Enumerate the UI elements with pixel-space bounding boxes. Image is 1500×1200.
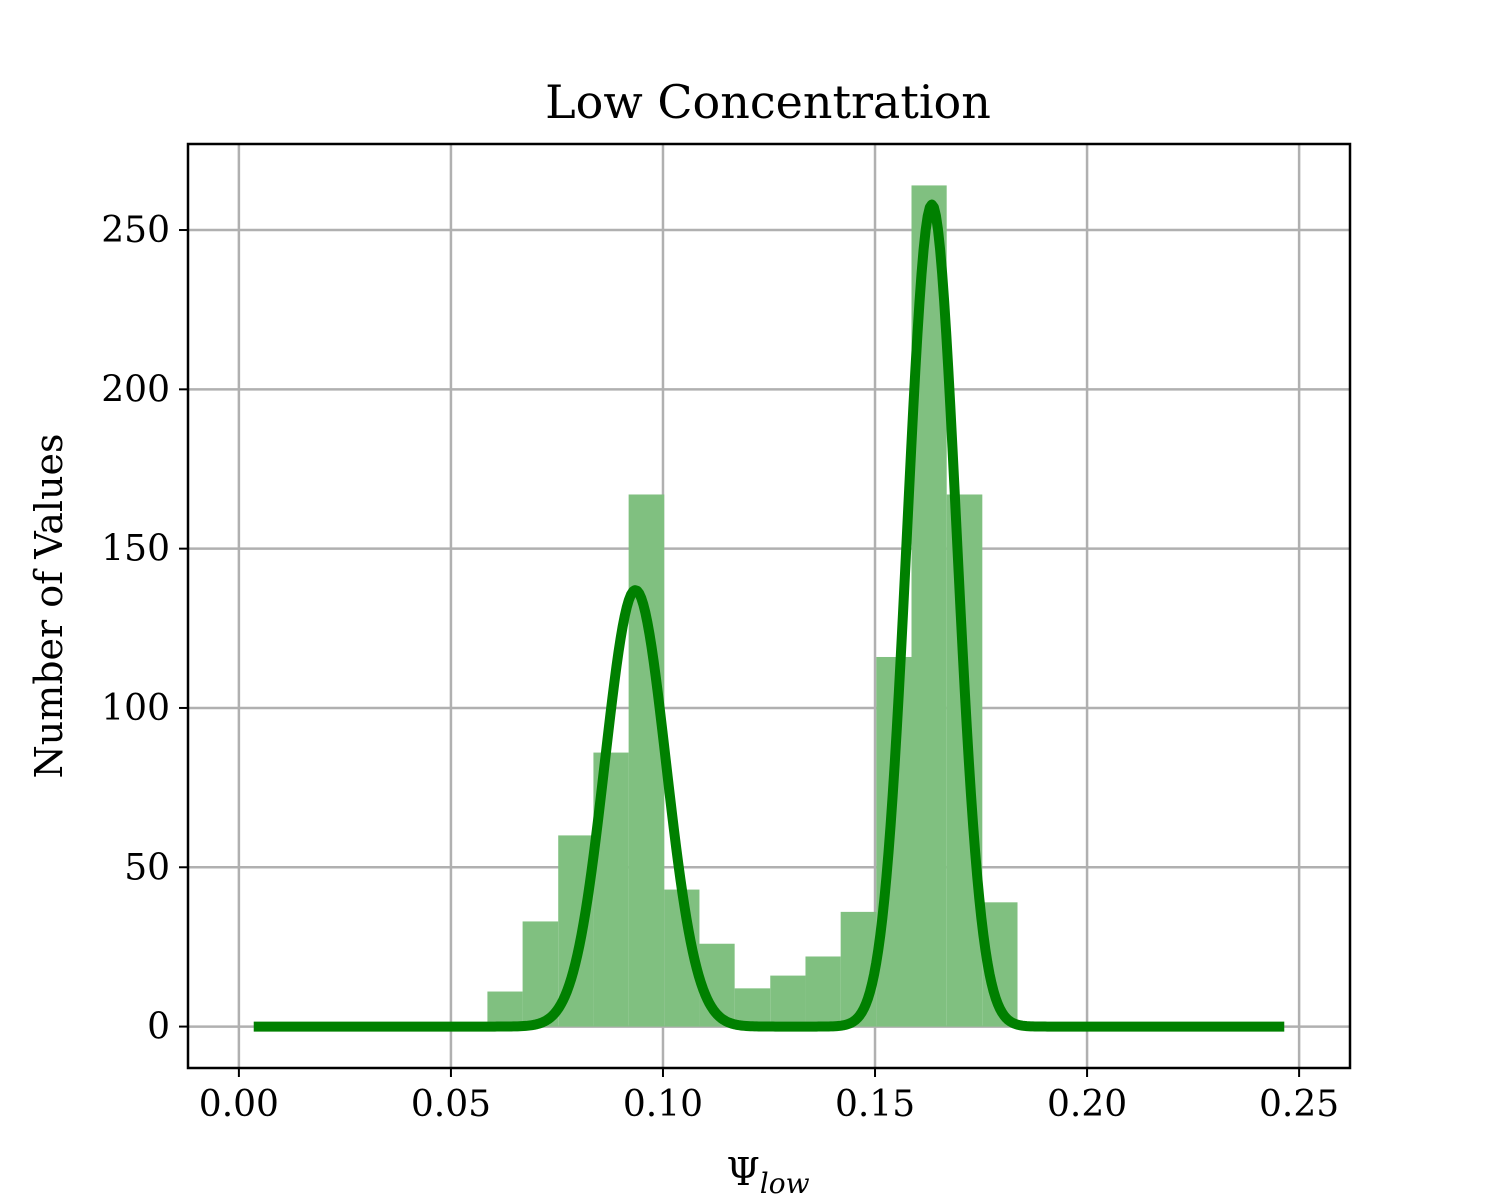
plot-frame [186,142,1352,1070]
x-tick-label: 0.25 [1259,1084,1339,1125]
y-tick-label: 250 [101,210,170,251]
fit-curve-layer [250,199,1288,1032]
x-tick-label: 0.15 [835,1084,915,1125]
grid-lines [188,144,1350,1068]
histogram-bar [487,991,523,1027]
y-tick-label: 200 [101,369,170,410]
histogram-bar [734,988,771,1027]
histogram-bar [770,975,806,1027]
histogram-bar [628,494,665,1027]
x-axis-label-main: Ψ [726,1150,759,1194]
histogram-bar [805,956,841,1027]
x-tick-label: 0.20 [1047,1084,1127,1125]
y-axis-ticks: 0 50 100 150 200 250 [101,210,188,1048]
x-axis-label: Ψlow [726,1150,809,1200]
x-axis-ticks: 0.00 0.05 0.10 0.15 0.20 0.25 [199,1068,1339,1125]
y-axis-label: Number of Values [27,433,71,778]
y-tick-label: 50 [124,847,170,888]
y-tick-label: 0 [147,1007,170,1048]
fit-curve-line [250,199,1288,1032]
x-tick-label: 0.00 [199,1084,279,1125]
y-tick-label: 100 [101,688,170,729]
x-axis-label-subscript: low [760,1167,810,1200]
x-tick-label: 0.10 [623,1084,703,1125]
histogram-bars [487,185,1018,1027]
x-tick-label: 0.05 [411,1084,491,1125]
chart-title: Low Concentration [545,75,991,129]
y-tick-label: 150 [101,529,170,570]
